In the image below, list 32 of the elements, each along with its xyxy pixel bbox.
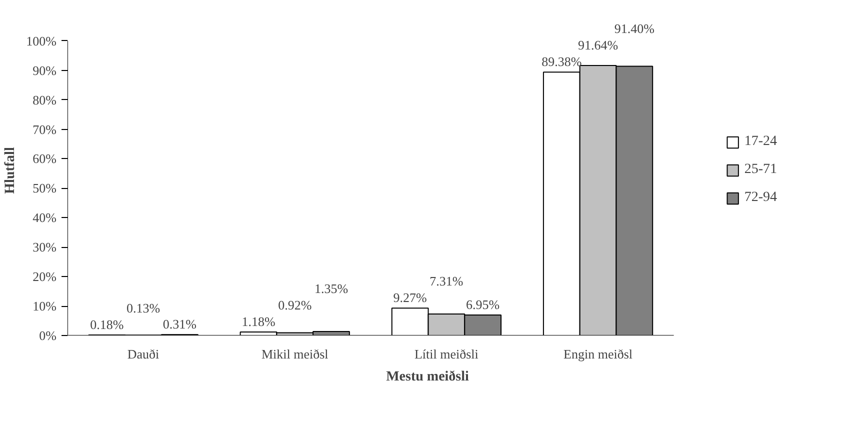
y-tick-label: 30% bbox=[32, 240, 57, 255]
data-label: 7.31% bbox=[430, 274, 464, 289]
data-label: 1.18% bbox=[242, 314, 276, 330]
x-tick-label: Mikil meiðsl bbox=[261, 346, 329, 362]
data-label: 1.35% bbox=[314, 281, 348, 296]
data-label: 91.64% bbox=[578, 38, 618, 53]
y-tick-label: 70% bbox=[32, 122, 57, 137]
legend-label: 17-24 bbox=[744, 134, 777, 150]
x-tick-label: Engin meiðsl bbox=[564, 346, 633, 362]
data-label: 89.38% bbox=[542, 54, 582, 70]
y-tick-label: 60% bbox=[32, 151, 57, 166]
y-tick-label: 40% bbox=[32, 210, 57, 226]
data-label: 0.31% bbox=[162, 316, 197, 332]
data-label: 0.18% bbox=[90, 316, 124, 332]
y-tick-label: 100% bbox=[26, 33, 57, 48]
y-tick-label: 90% bbox=[32, 62, 57, 78]
data-label: 0.13% bbox=[126, 300, 160, 316]
legend-label: 25-71 bbox=[744, 162, 777, 178]
x-axis-title: Mestu meiðsli bbox=[386, 370, 470, 384]
y-axis-title: Hlutfall bbox=[3, 147, 18, 194]
legend-label: 72-94 bbox=[744, 190, 777, 206]
data-label: 6.95% bbox=[466, 297, 500, 312]
x-tick-label: Dauði bbox=[127, 346, 160, 362]
y-tick-label: 0% bbox=[39, 328, 57, 343]
data-label: 0.92% bbox=[278, 298, 312, 313]
y-tick-label: 20% bbox=[32, 269, 57, 284]
data-label: 9.27% bbox=[393, 290, 428, 306]
y-tick-label: 50% bbox=[32, 180, 57, 196]
data-label: 91.40% bbox=[614, 21, 655, 36]
y-tick-label: 80% bbox=[32, 92, 57, 108]
y-tick-label: 10% bbox=[32, 298, 57, 314]
x-tick-label: Lítil meiðsli bbox=[414, 346, 479, 362]
